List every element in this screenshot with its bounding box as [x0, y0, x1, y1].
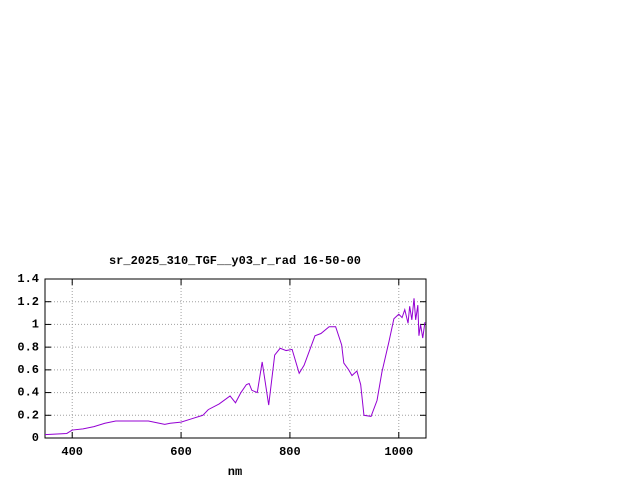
y-tick-label: 1 — [32, 318, 39, 332]
x-tick-label: 1000 — [384, 445, 413, 459]
y-tick-label: 0.4 — [17, 386, 39, 400]
data-line — [44, 298, 426, 436]
chart-title: sr_2025_310_TGF__y03_r_rad 16-50-00 — [109, 254, 361, 268]
y-tick-label: 1.4 — [17, 272, 39, 286]
y-tick-label: 0.8 — [17, 340, 39, 354]
x-tick-label: 400 — [61, 445, 83, 459]
y-tick-label: 0 — [32, 431, 39, 445]
y-tick-label: 0.2 — [17, 408, 39, 422]
x-tick-label: 800 — [279, 445, 301, 459]
x-axis-label: nm — [228, 465, 242, 479]
y-tick-label: 1.2 — [17, 295, 39, 309]
plot-frame — [44, 278, 427, 439]
y-tick-label: 0.6 — [17, 363, 39, 377]
x-tick-label: 600 — [170, 445, 192, 459]
